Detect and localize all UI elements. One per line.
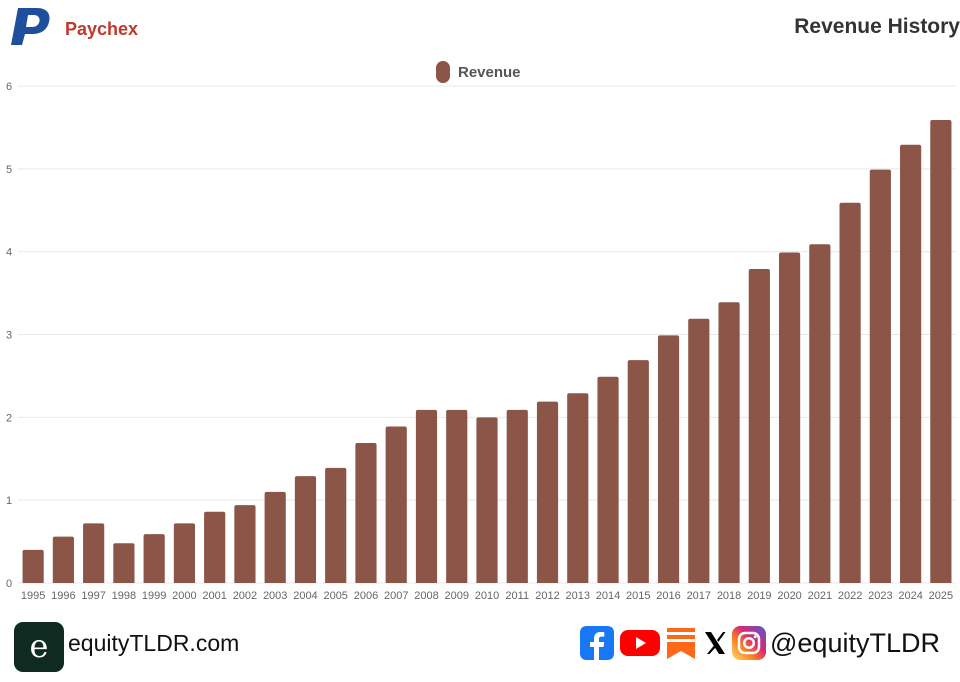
x-tick-label: 2003 xyxy=(263,590,287,602)
bar-1996 xyxy=(52,536,74,583)
x-icon[interactable] xyxy=(698,626,732,660)
bar-2009 xyxy=(446,409,468,583)
header: Paychex Revenue History xyxy=(0,0,960,60)
bar-2011 xyxy=(506,409,528,583)
y-tick-label: 5 xyxy=(6,164,12,176)
bar-2002 xyxy=(234,505,256,583)
x-tick-label: 2018 xyxy=(717,590,741,602)
bar-1997 xyxy=(83,523,105,583)
x-tick-label: 1999 xyxy=(142,590,166,602)
revenue-bar-chart: 0 1 2 3 4 5 6 1995 1996 1997 1998 1999 2000 2001 2002 2… xyxy=(6,81,956,602)
x-tick-label: 2014 xyxy=(596,590,620,602)
x-tick-label: 2020 xyxy=(777,590,801,602)
y-tick-label: 1 xyxy=(6,495,12,507)
bar-2024 xyxy=(900,144,922,584)
x-tick-label: 2008 xyxy=(414,590,438,602)
x-tick-label: 2012 xyxy=(535,590,559,602)
bar-2025 xyxy=(930,119,952,583)
x-tick-label: 2011 xyxy=(505,590,529,602)
y-tick-label: 4 xyxy=(6,247,12,259)
x-tick-label: 2002 xyxy=(233,590,257,602)
y-tick-label: 0 xyxy=(6,578,12,590)
x-tick-label: 2017 xyxy=(687,590,711,602)
y-tick-label: 3 xyxy=(6,330,12,342)
x-tick-label: 2016 xyxy=(656,590,680,602)
bar-2008 xyxy=(415,409,438,583)
x-tick-label: 2006 xyxy=(354,590,378,602)
x-tick-label: 1995 xyxy=(21,590,45,602)
x-tick-label: 2021 xyxy=(808,590,832,602)
bar-1998 xyxy=(113,543,135,583)
bar-2007 xyxy=(385,426,407,583)
x-tick-label: 1997 xyxy=(81,590,105,602)
legend-swatch xyxy=(436,61,450,83)
bar-2013 xyxy=(567,393,589,583)
bar-1995 xyxy=(22,549,44,583)
bar-2004 xyxy=(294,476,317,583)
x-tick-label: 1996 xyxy=(51,590,75,602)
bar-2021 xyxy=(809,244,831,583)
bar-2014 xyxy=(597,376,619,583)
bar-2005 xyxy=(325,467,347,583)
bar-2016 xyxy=(657,335,680,583)
paychex-logo-icon xyxy=(11,8,50,45)
bar-2017 xyxy=(688,318,710,583)
x-tick-label: 1998 xyxy=(112,590,136,602)
x-tick-label: 2023 xyxy=(868,590,892,602)
bar-1999 xyxy=(143,534,165,583)
bar-2022 xyxy=(839,202,861,584)
bar-2001 xyxy=(204,511,226,583)
x-tick-label: 2005 xyxy=(323,590,347,602)
x-tick-label: 2001 xyxy=(202,590,226,602)
substack-icon[interactable] xyxy=(664,626,698,660)
y-tick-label: 6 xyxy=(6,81,12,93)
brand-name: Paychex xyxy=(65,19,139,39)
y-tick-label: 2 xyxy=(6,412,12,424)
footer: e equityTLDR.com @equityTLDR xyxy=(0,610,960,682)
footer-handle[interactable]: @equityTLDR xyxy=(770,628,940,658)
x-tick-label: 2009 xyxy=(444,590,468,602)
bar-2015 xyxy=(627,360,649,583)
equitytldr-logo: e xyxy=(14,622,64,672)
x-tick-label: 2025 xyxy=(929,590,953,602)
x-tick-label: 2022 xyxy=(838,590,862,602)
x-tick-label: 2019 xyxy=(747,590,771,602)
bar-2020 xyxy=(778,252,801,583)
facebook-icon[interactable] xyxy=(580,626,614,660)
bar-2019 xyxy=(748,269,770,583)
bar-2000 xyxy=(173,523,196,583)
page-title: Revenue History xyxy=(794,15,960,38)
x-tick-label: 2024 xyxy=(898,590,922,602)
youtube-icon[interactable] xyxy=(620,626,660,660)
instagram-icon[interactable] xyxy=(732,626,766,660)
bar-2018 xyxy=(718,302,740,583)
x-tick-label: 2004 xyxy=(293,590,317,602)
bar-2012 xyxy=(536,401,559,583)
legend-label: Revenue xyxy=(458,63,521,81)
x-tick-label: 2013 xyxy=(566,590,590,602)
bar-2003 xyxy=(264,491,286,583)
footer-site-link[interactable]: equityTLDR.com xyxy=(68,630,240,656)
chart-legend[interactable]: Revenue xyxy=(436,60,521,84)
bar-2023 xyxy=(869,169,891,583)
x-tick-label: 2010 xyxy=(475,590,499,602)
x-tick-label: 2015 xyxy=(626,590,650,602)
x-tick-label: 2000 xyxy=(172,590,196,602)
bar-2006 xyxy=(355,443,377,583)
bar-2010 xyxy=(476,417,498,583)
x-tick-label: 2007 xyxy=(384,590,408,602)
